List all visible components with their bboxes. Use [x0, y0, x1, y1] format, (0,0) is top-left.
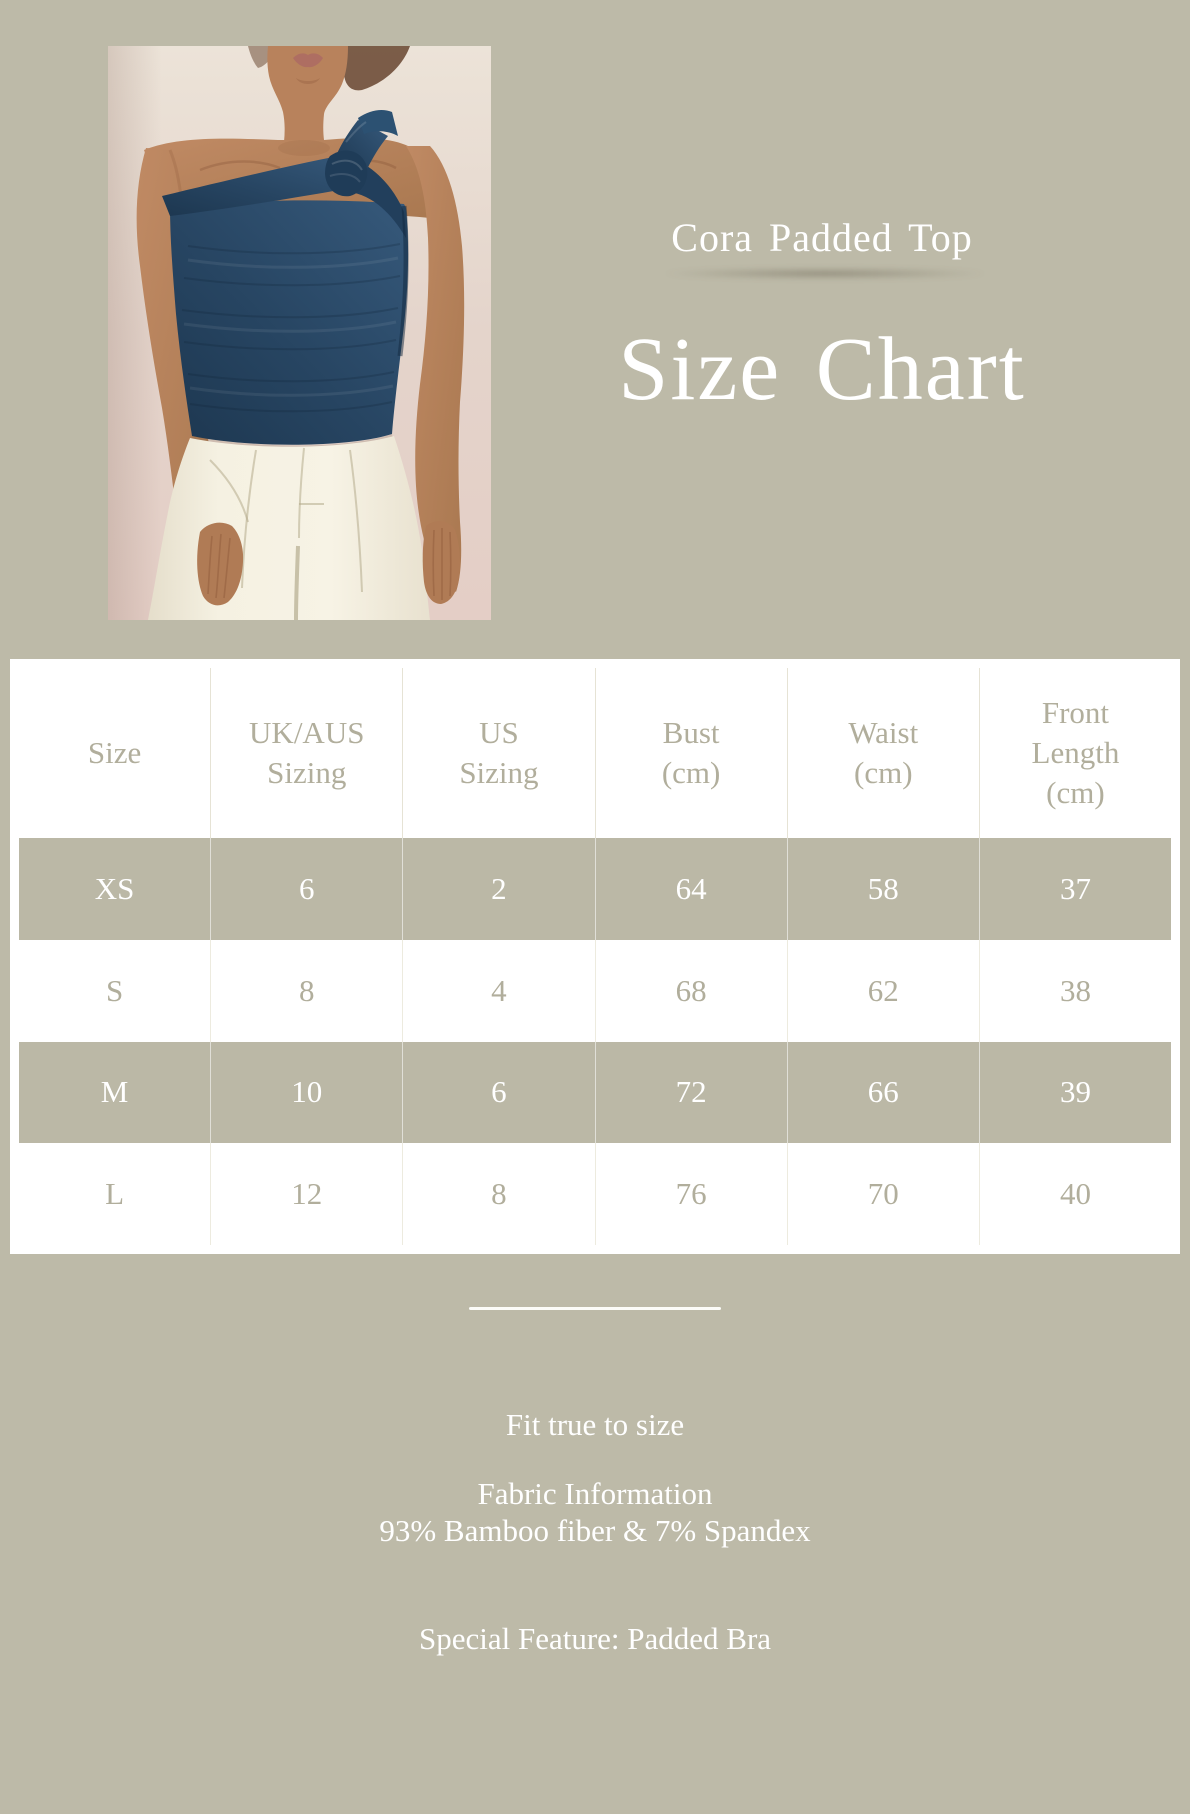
table-cell: 4 [403, 939, 596, 1042]
lips [293, 53, 323, 68]
header-line: (cm) [661, 755, 721, 790]
table-cell: 70 [788, 1143, 980, 1245]
hands [197, 521, 460, 606]
fabric-heading: Fabric Information [477, 1476, 713, 1511]
product-name-shadow [660, 268, 990, 279]
header-line: UK/AUS [249, 715, 365, 750]
header-line: Bust [662, 715, 720, 750]
table-row-l: L 12 8 76 70 40 [19, 1143, 1171, 1245]
leg-split-shadow [294, 545, 300, 620]
ruching-highlights [183, 256, 399, 397]
product-photo [108, 46, 491, 620]
header-cell-us: US Sizing [403, 668, 596, 838]
bandeau-body [170, 200, 409, 445]
navy-top [162, 110, 409, 445]
table-cell: 8 [403, 1143, 596, 1245]
table-cell: 8 [211, 939, 404, 1042]
divider-line [469, 1307, 721, 1310]
table-cell: 62 [788, 939, 980, 1042]
left-fingers [207, 533, 231, 599]
table-cell: 2 [403, 838, 596, 940]
header-line: (cm) [854, 755, 913, 790]
table-cell: 6 [403, 1041, 596, 1144]
table-cell: 39 [1059, 1074, 1091, 1110]
special-feature: Special Feature: Padded Bra [418, 1621, 772, 1656]
table-cell: 58 [788, 838, 980, 940]
product-name: Cora Padded Top [671, 215, 973, 260]
trousers-body [148, 436, 430, 620]
face-neck [267, 46, 348, 150]
table-cell: 6 [211, 838, 404, 940]
header-cell-uk-aus: UK/AUS Sizing [211, 668, 404, 838]
table-cell: M [19, 1041, 212, 1144]
table-cell: XS [19, 838, 212, 940]
table-row-s: S 8 4 68 62 38 [19, 939, 1171, 1042]
table-cell: 37 [1059, 870, 1091, 906]
page-title: Size Chart [618, 320, 1026, 419]
collarbone-left [199, 160, 281, 172]
table-cell: 76 [596, 1143, 788, 1245]
chin-shadow [296, 78, 320, 84]
header-cell-bust: Bust (cm) [596, 668, 788, 838]
neck-shadow [278, 140, 330, 156]
header-cell-size: Size [19, 668, 212, 838]
table-cell: 38 [1059, 972, 1091, 1008]
header-cell-front-length: Front Length (cm) [980, 668, 1171, 838]
size-table: Size UK/AUS Sizing US Sizing Bust (cm) W… [10, 659, 1180, 1254]
table-header-row: Size UK/AUS Sizing US Sizing Bust (cm) W… [19, 668, 1171, 838]
bandeau-side-shade [397, 205, 409, 357]
table-cell: 10 [211, 1041, 404, 1144]
table-cell: 64 [596, 838, 788, 940]
header-line: Size [87, 735, 142, 770]
table-row-xs: XS 6 2 64 58 37 [19, 838, 1171, 940]
shoulder-strap-top [358, 110, 398, 136]
fabric-composition: 93% Bamboo fiber & 7% Spandex [379, 1513, 811, 1548]
table-row-m: M 10 6 72 66 39 [19, 1041, 1171, 1144]
trousers [148, 434, 430, 620]
strap-crease [345, 121, 367, 143]
header-line: Waist [848, 715, 919, 750]
fit-note: Fit true to size [505, 1407, 685, 1442]
table-cell: 12 [211, 1143, 404, 1245]
header-line: Sizing [459, 755, 539, 790]
table-cell: 66 [788, 1041, 980, 1144]
header-cell-waist: Waist (cm) [788, 668, 980, 838]
header-line: US [479, 715, 519, 750]
table-cell: 68 [596, 939, 788, 1042]
model-illustration [108, 46, 491, 620]
table-cell: 72 [596, 1041, 788, 1144]
strap-knot [325, 150, 368, 197]
strap-diagonal-band [162, 156, 362, 216]
table-cell: L [19, 1143, 212, 1245]
right-arm [406, 146, 465, 592]
ruching-folds [181, 243, 401, 413]
table-cell: S [19, 939, 212, 1042]
knot-crease-2 [329, 173, 361, 183]
header-line: (cm) [1046, 775, 1105, 810]
hair [344, 46, 410, 91]
knot-crease-1 [331, 159, 363, 171]
header-line: Sizing [267, 755, 347, 790]
header-line: Length [1031, 735, 1120, 770]
table-cell: 40 [1059, 1176, 1091, 1212]
header-line: Front [1041, 695, 1110, 730]
right-fingers [432, 528, 452, 600]
trouser-creases [209, 447, 363, 593]
